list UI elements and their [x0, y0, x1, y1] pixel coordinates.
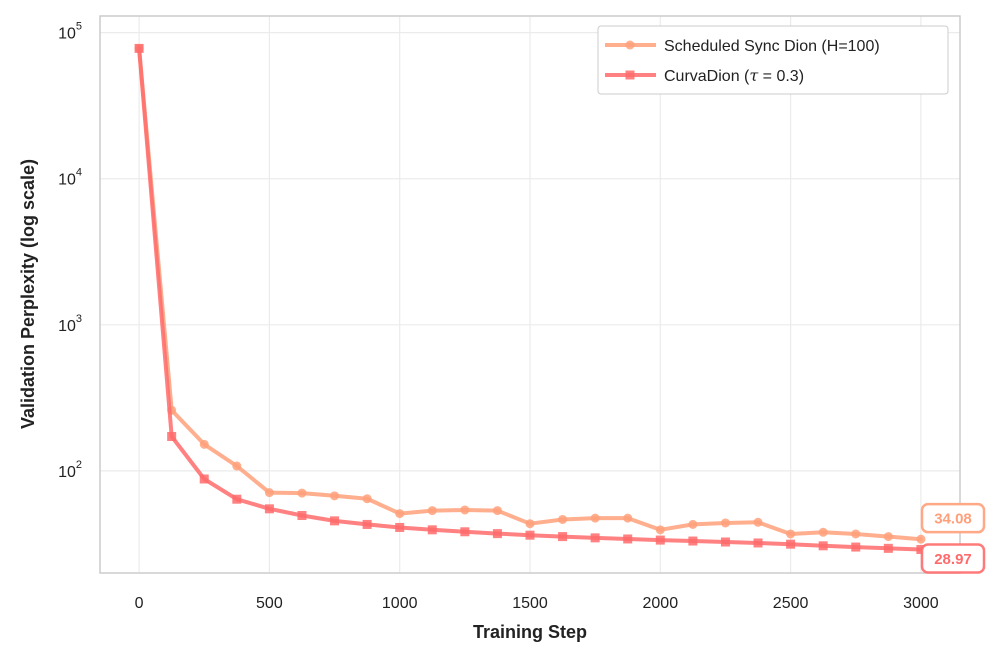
data-point — [883, 532, 893, 542]
data-point — [330, 491, 340, 501]
data-point — [199, 439, 209, 449]
data-point — [427, 525, 437, 535]
data-point — [134, 43, 144, 53]
data-point — [818, 541, 828, 551]
series-curvadion — [134, 43, 926, 554]
data-point — [720, 537, 730, 547]
data-point — [786, 529, 796, 539]
data-point — [297, 488, 307, 498]
x-tick-label: 1000 — [382, 595, 418, 612]
data-point — [395, 522, 405, 532]
end-label-curvadion: 28.97 — [920, 543, 986, 574]
data-point — [460, 505, 470, 515]
data-point — [525, 530, 535, 540]
y-tick-label: 103 — [58, 313, 82, 335]
x-axis-label: Training Step — [473, 622, 587, 642]
y-tick-label: 105 — [58, 21, 82, 43]
data-point — [688, 519, 698, 529]
x-tick-label: 1500 — [512, 595, 548, 612]
data-point — [264, 488, 274, 498]
data-point — [883, 543, 893, 553]
data-point — [786, 539, 796, 549]
legend-label-curvadion-suffix: = 0.3) — [758, 68, 804, 85]
data-point — [492, 529, 502, 539]
data-point — [851, 542, 861, 552]
data-point — [427, 506, 437, 516]
data-point — [590, 533, 600, 543]
data-point — [492, 506, 502, 516]
legend-marker-curvadion — [625, 70, 635, 80]
x-tick-labels: 0 500 1000 1500 2000 2500 3000 — [135, 595, 939, 612]
data-point — [395, 509, 405, 519]
data-point — [655, 535, 665, 545]
data-point — [558, 532, 568, 542]
legend-box — [597, 25, 949, 95]
legend-item-curvadion: CurvaDion (τ = 0.3) — [605, 66, 804, 85]
data-point — [362, 494, 372, 504]
data-point — [297, 511, 307, 521]
data-point — [167, 431, 177, 441]
data-point — [720, 518, 730, 528]
data-point — [232, 494, 242, 504]
x-tick-label: 500 — [256, 595, 283, 612]
y-tick-labels: 102 103 104 105 — [58, 21, 82, 481]
x-tick-label: 2000 — [643, 595, 679, 612]
end-label-text: 28.97 — [934, 551, 972, 568]
data-point — [460, 527, 470, 537]
data-point — [590, 513, 600, 523]
data-point — [232, 461, 242, 471]
legend-label-curvadion-prefix: CurvaDion ( — [664, 68, 750, 85]
end-label-box — [920, 502, 986, 534]
data-point — [558, 514, 568, 524]
data-point — [818, 527, 828, 537]
end-label-text: 34.08 — [934, 511, 972, 528]
legend-label-scheduled-sync: Scheduled Sync Dion (H=100) — [664, 38, 880, 55]
series-lines — [134, 43, 926, 554]
data-point — [916, 534, 926, 544]
x-tick-label: 3000 — [903, 595, 939, 612]
data-point — [688, 536, 698, 546]
legend-label-curvadion: CurvaDion (τ = 0.3) — [664, 66, 804, 85]
y-axis-label: Validation Perplexity (log scale) — [18, 159, 38, 429]
x-tick-label: 0 — [135, 595, 144, 612]
legend-marker-scheduled-sync — [625, 40, 635, 50]
data-point — [623, 534, 633, 544]
data-point — [753, 517, 763, 527]
data-point — [264, 504, 274, 514]
end-label-scheduled-sync: 34.08 — [920, 502, 986, 534]
data-point — [753, 538, 763, 548]
data-point — [362, 519, 372, 529]
data-point — [623, 513, 633, 523]
data-point — [330, 516, 340, 526]
legend-label-curvadion-tau: τ — [749, 66, 759, 85]
data-point — [525, 519, 535, 529]
y-tick-label: 102 — [58, 459, 82, 481]
end-label-box — [920, 543, 986, 574]
plot-area-border — [99, 15, 961, 574]
end-value-labels: 34.08 28.97 — [920, 502, 986, 574]
legend-item-scheduled-sync: Scheduled Sync Dion (H=100) — [605, 38, 880, 55]
series-scheduled-sync — [134, 43, 926, 544]
data-point — [851, 529, 861, 539]
data-point — [199, 474, 209, 484]
legend: Scheduled Sync Dion (H=100) CurvaDion (τ… — [597, 25, 949, 95]
data-point — [655, 525, 665, 535]
y-tick-label: 104 — [58, 167, 82, 189]
x-tick-label: 2500 — [773, 595, 809, 612]
